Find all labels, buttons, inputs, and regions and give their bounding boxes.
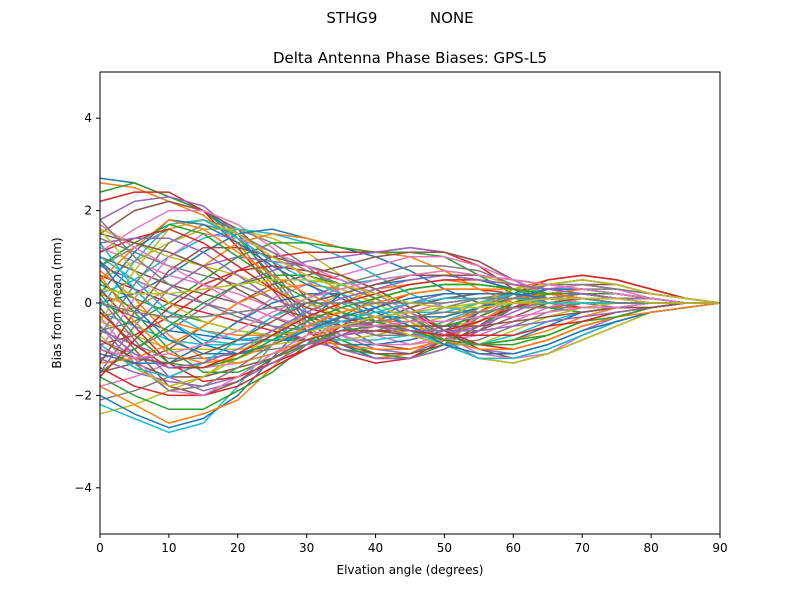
series-line-67 bbox=[99, 223, 720, 327]
x-tick-label: 50 bbox=[437, 541, 452, 555]
series-line-77 bbox=[99, 269, 720, 360]
y-tick-label: 0 bbox=[84, 296, 92, 310]
series-line-65 bbox=[99, 237, 720, 332]
x-tick-label: 40 bbox=[368, 541, 383, 555]
chart-title: Delta Antenna Phase Biases: GPS-L5 bbox=[272, 49, 548, 67]
x-tick-label: 70 bbox=[575, 541, 590, 555]
x-axis-ticks: 0 10 20 30 40 50 60 70 80 90 bbox=[96, 534, 728, 555]
x-tick-label: 30 bbox=[299, 541, 314, 555]
y-tick-label: −4 bbox=[74, 481, 92, 495]
series-line-56 bbox=[99, 246, 721, 364]
figure-suptitle: STHG9 NONE bbox=[326, 9, 474, 27]
series-layer bbox=[99, 177, 721, 434]
x-tick-label: 90 bbox=[712, 541, 727, 555]
series-line-79 bbox=[99, 279, 720, 309]
x-axis-label: Elvation angle (degrees) bbox=[337, 563, 484, 577]
x-tick-label: 0 bbox=[96, 541, 104, 555]
x-tick-label: 20 bbox=[230, 541, 245, 555]
x-tick-label: 10 bbox=[161, 541, 176, 555]
x-tick-label: 80 bbox=[643, 541, 658, 555]
x-tick-label: 60 bbox=[506, 541, 521, 555]
y-tick-label: 2 bbox=[84, 204, 92, 218]
y-tick-label: 4 bbox=[84, 111, 92, 125]
y-axis-ticks: −4 −2 0 2 4 bbox=[74, 111, 100, 495]
y-axis-label: Bias from mean (mm) bbox=[50, 237, 64, 368]
y-tick-label: −2 bbox=[74, 388, 92, 402]
